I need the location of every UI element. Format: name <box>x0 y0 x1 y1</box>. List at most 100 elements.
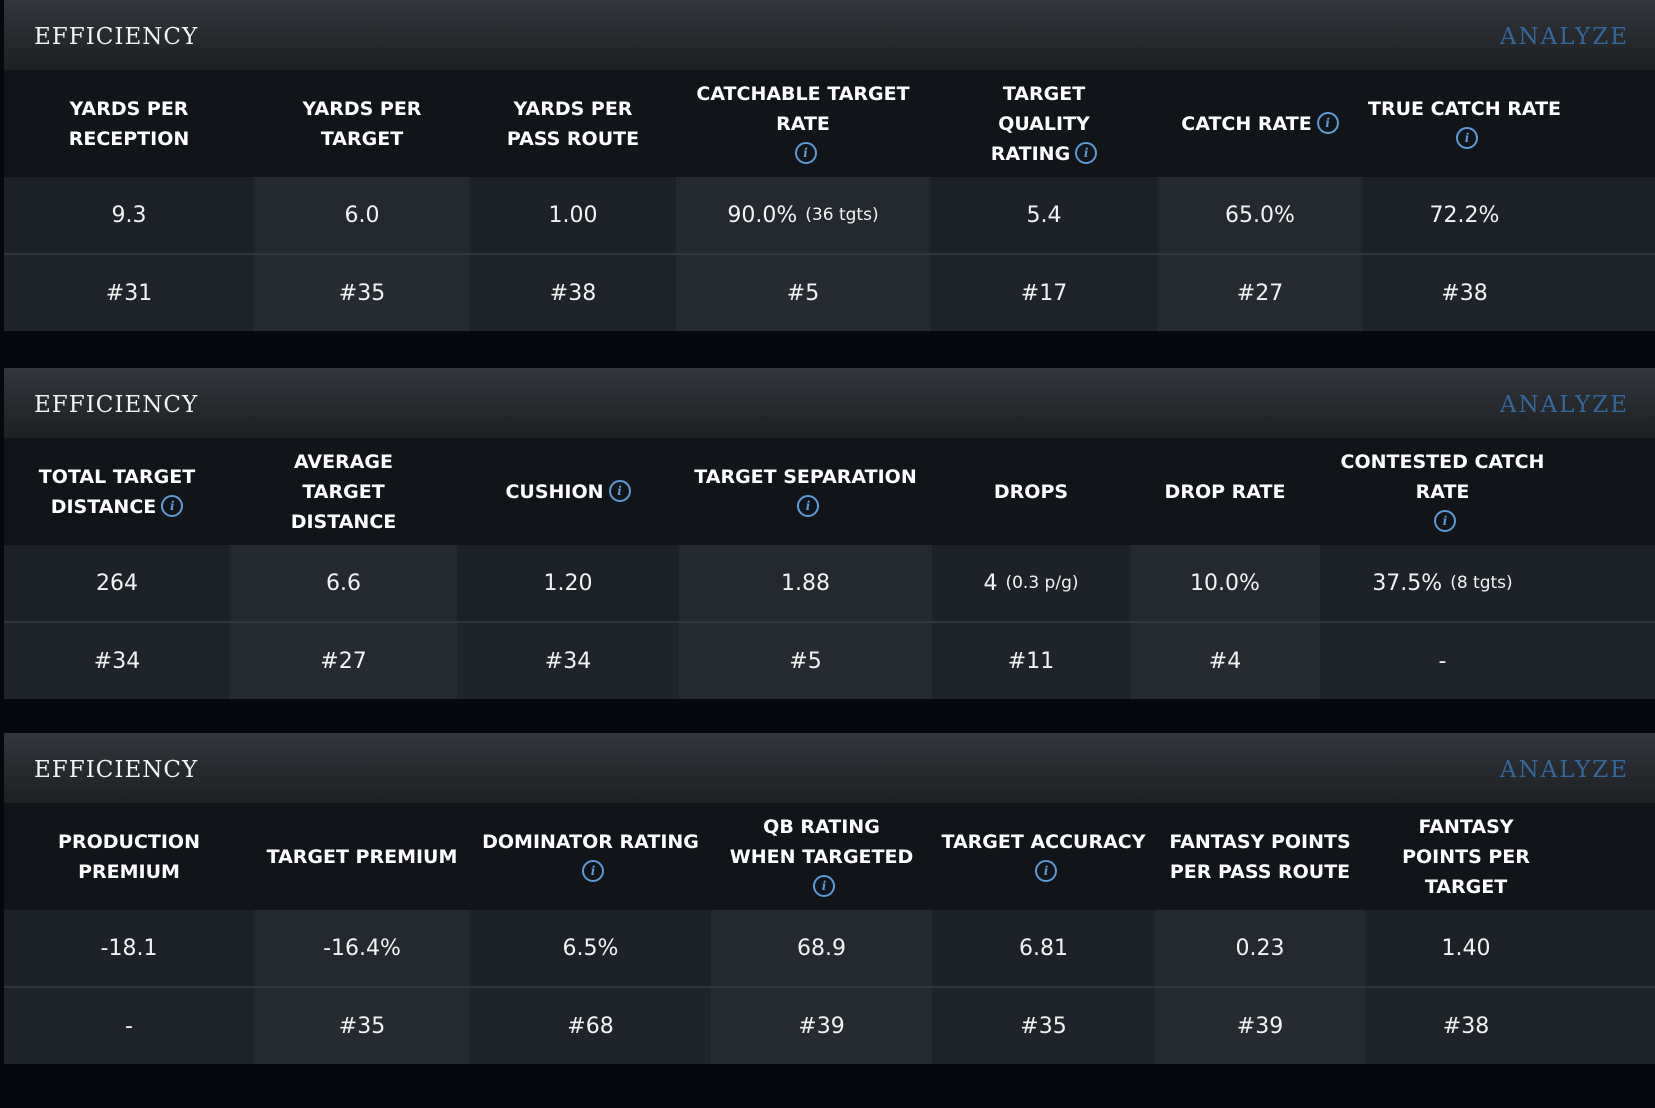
stat-value: 0.23 <box>1155 910 1365 986</box>
stat-value: 4 <box>983 570 998 596</box>
panel-header: EFFICIENCY ANALYZE <box>4 0 1655 70</box>
value-row: -18.1 -16.4% 6.5% 68.9 6.81 0.23 1.40 <box>4 910 1655 986</box>
column-header-label: YARDS PER PASS ROUTE <box>506 97 640 150</box>
stat-value: 264 <box>96 570 138 596</box>
column-header: YARDS PER RECEPTION <box>4 70 254 177</box>
analyze-button[interactable]: ANALYZE <box>1499 757 1629 783</box>
column-header-label: CATCHABLE TARGET RATE <box>696 82 910 135</box>
column-header: DROPS <box>932 438 1130 545</box>
stat-rank: #68 <box>567 1013 614 1039</box>
column-header: PRODUCTION PREMIUM <box>4 803 254 910</box>
column-header-label: TOTAL TARGET DISTANCE <box>38 465 196 518</box>
stat-value: 1.40 <box>1441 935 1491 961</box>
column-header-label: DROPS <box>993 480 1069 503</box>
column-header-label: TARGET QUALITY RATING <box>990 82 1090 165</box>
column-header: QB RATING WHEN TARGETED i <box>711 803 932 910</box>
column-header-label: TARGET ACCURACY <box>941 830 1146 853</box>
info-icon[interactable]: i <box>1075 141 1098 164</box>
info-icon[interactable]: i <box>1456 126 1478 149</box>
column-header: TOTAL TARGET DISTANCE i <box>4 438 230 545</box>
stat-rank: #39 <box>711 988 932 1064</box>
info-icon[interactable]: i <box>813 874 835 897</box>
rank-row: #34 #27 #34 #5 #11 #4 - <box>4 621 1655 699</box>
column-header: FANTASY POINTS PER TARGET <box>1365 803 1567 910</box>
stat-value: 1.20 <box>543 570 593 596</box>
info-icon[interactable]: i <box>794 141 817 164</box>
column-header-label: PRODUCTION PREMIUM <box>58 830 200 883</box>
stat-rank: - <box>1438 648 1447 674</box>
column-header-label: TRUE CATCH RATE <box>1368 97 1562 120</box>
column-header: TRUE CATCH RATE i <box>1362 70 1567 177</box>
column-header-label: CATCH RATE <box>1181 112 1312 135</box>
stat-rank: #34 <box>93 648 141 674</box>
panel-header: EFFICIENCY ANALYZE <box>4 368 1655 438</box>
value-row: 9.3 6.0 1.00 90.0% (36 tgts) 5.4 65.0% 72… <box>4 177 1655 253</box>
column-header: CATCH RATE i <box>1158 70 1362 177</box>
info-icon[interactable]: i <box>1434 509 1456 532</box>
stat-extra: (36 tgts) <box>805 205 879 225</box>
column-header-label: DOMINATOR RATING <box>482 830 699 853</box>
stat-rank: #35 <box>254 988 470 1064</box>
column-header: AVERAGE TARGET DISTANCE <box>230 438 457 545</box>
stat-rank: #38 <box>1442 1013 1490 1039</box>
column-header-label: TARGET SEPARATION <box>694 465 917 488</box>
column-header: CATCHABLE TARGET RATE i <box>676 70 930 177</box>
stat-rank: #35 <box>1020 1013 1067 1039</box>
stat-rank: #31 <box>105 280 153 306</box>
info-icon[interactable]: i <box>582 859 604 882</box>
stat-extra: (8 tgts) <box>1450 573 1513 593</box>
panel-title: EFFICIENCY <box>34 392 199 418</box>
column-header: TARGET ACCURACY i <box>932 803 1155 910</box>
stat-rank: #35 <box>254 255 470 331</box>
stat-value: 6.0 <box>254 177 470 253</box>
stat-value: 1.00 <box>548 202 598 228</box>
info-icon[interactable]: i <box>1316 111 1339 134</box>
column-header-label: YARDS PER TARGET <box>302 97 422 150</box>
value-row: 264 6.6 1.20 1.88 4 (0.3 p/g) 10.0% 37.5%… <box>4 545 1655 621</box>
stat-value: 6.81 <box>1019 935 1068 961</box>
stat-value-cell: 90.0% (36 tgts) <box>676 177 930 253</box>
stat-rank: #38 <box>1441 280 1488 306</box>
stat-value-cell: 37.5% (8 tgts) <box>1320 545 1565 621</box>
stat-rank: #27 <box>1158 255 1362 331</box>
column-header: TARGET SEPARATION i <box>679 438 932 545</box>
info-icon[interactable]: i <box>608 479 631 502</box>
column-header-row: YARDS PER RECEPTION YARDS PER TARGET YAR… <box>4 70 1655 177</box>
analyze-button[interactable]: ANALYZE <box>1499 392 1629 418</box>
column-header-label: QB RATING WHEN TARGETED <box>729 815 914 868</box>
column-header-row: TOTAL TARGET DISTANCE i AVERAGE TARGET DI… <box>4 438 1655 545</box>
panel-title: EFFICIENCY <box>34 24 199 50</box>
column-header: TARGET QUALITY RATING i <box>930 70 1158 177</box>
panel-title: EFFICIENCY <box>34 757 199 783</box>
info-icon[interactable]: i <box>1035 859 1057 882</box>
analyze-button[interactable]: ANALYZE <box>1499 24 1629 50</box>
column-header-label: CONTESTED CATCH RATE <box>1340 450 1545 503</box>
column-header: FANTASY POINTS PER PASS ROUTE <box>1155 803 1365 910</box>
column-header-label: TARGET PREMIUM <box>266 845 458 868</box>
stat-rank: #39 <box>1155 988 1365 1064</box>
info-icon[interactable]: i <box>161 494 184 517</box>
column-header-label: FANTASY POINTS PER TARGET <box>1402 815 1530 898</box>
column-header: CONTESTED CATCH RATE i <box>1320 438 1565 545</box>
column-header-label: YARDS PER RECEPTION <box>68 97 190 150</box>
stat-value: 37.5% <box>1372 570 1443 596</box>
efficiency-panel-3: EFFICIENCY ANALYZE PRODUCTION PREMIUM TA… <box>4 733 1655 1064</box>
column-header: YARDS PER PASS ROUTE <box>470 70 676 177</box>
stat-rank: #17 <box>1020 280 1068 306</box>
stat-value: 1.88 <box>679 545 932 621</box>
column-header: DOMINATOR RATING i <box>470 803 711 910</box>
stat-value: 72.2% <box>1429 202 1500 228</box>
stat-rank: #11 <box>1007 648 1055 674</box>
column-header-label: AVERAGE TARGET DISTANCE <box>290 450 397 533</box>
info-icon[interactable]: i <box>797 494 819 517</box>
panel-header: EFFICIENCY ANALYZE <box>4 733 1655 803</box>
column-header-label: CUSHION <box>505 480 604 503</box>
stat-rank: #38 <box>549 280 597 306</box>
stat-value: 90.0% <box>727 202 798 228</box>
column-header: DROP RATE <box>1130 438 1320 545</box>
stat-rank: #34 <box>544 648 592 674</box>
stat-rank: #27 <box>230 623 457 699</box>
stat-value: 5.4 <box>1026 202 1062 228</box>
stat-value: 68.9 <box>711 910 932 986</box>
